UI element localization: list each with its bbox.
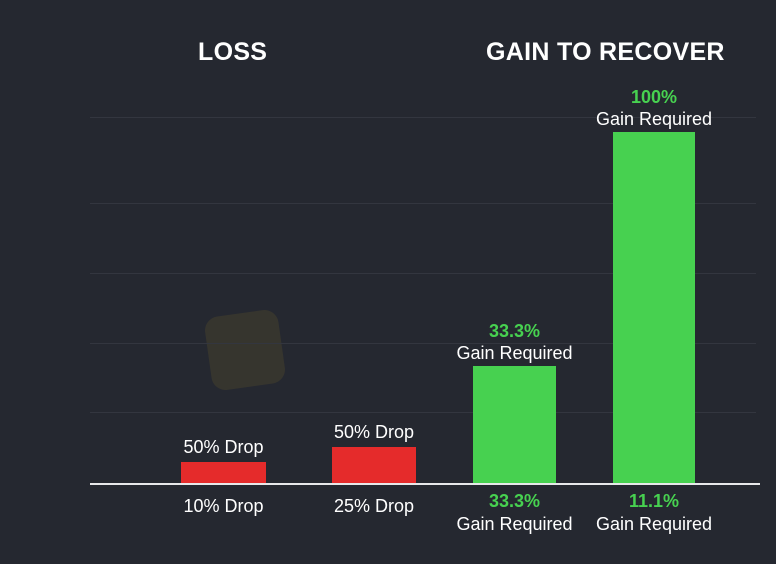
gridline <box>90 343 756 344</box>
bottom-label: 25% Drop <box>333 496 415 516</box>
top-label: Gain Required <box>456 343 573 364</box>
gridline <box>90 117 756 118</box>
bar-0 <box>181 461 266 483</box>
top-percent-label: 100% <box>630 87 678 107</box>
bar-2 <box>473 366 556 483</box>
top-label: 50% Drop <box>333 421 415 442</box>
gridline <box>90 412 756 413</box>
gridline <box>90 203 756 204</box>
top-label: 50% Drop <box>183 436 264 457</box>
loss-title: LOSS <box>198 38 268 66</box>
gridline <box>90 273 756 274</box>
bar-1 <box>332 446 416 483</box>
bottom-label: Gain Required <box>595 514 713 534</box>
bar-3 <box>613 132 695 483</box>
bottom-percent-label: 11.1% <box>628 491 680 511</box>
watermark-logo <box>203 308 287 392</box>
gain-title: GAIN TO RECOVER <box>486 38 725 66</box>
bottom-label: Gain Required <box>456 514 573 534</box>
top-percent-label: 33.3% <box>488 321 541 342</box>
top-label: Gain Required <box>595 109 713 129</box>
bottom-label: 10% Drop <box>183 496 264 516</box>
bottom-percent-label: 33.3% <box>488 491 541 511</box>
baseline-axis <box>90 483 760 485</box>
